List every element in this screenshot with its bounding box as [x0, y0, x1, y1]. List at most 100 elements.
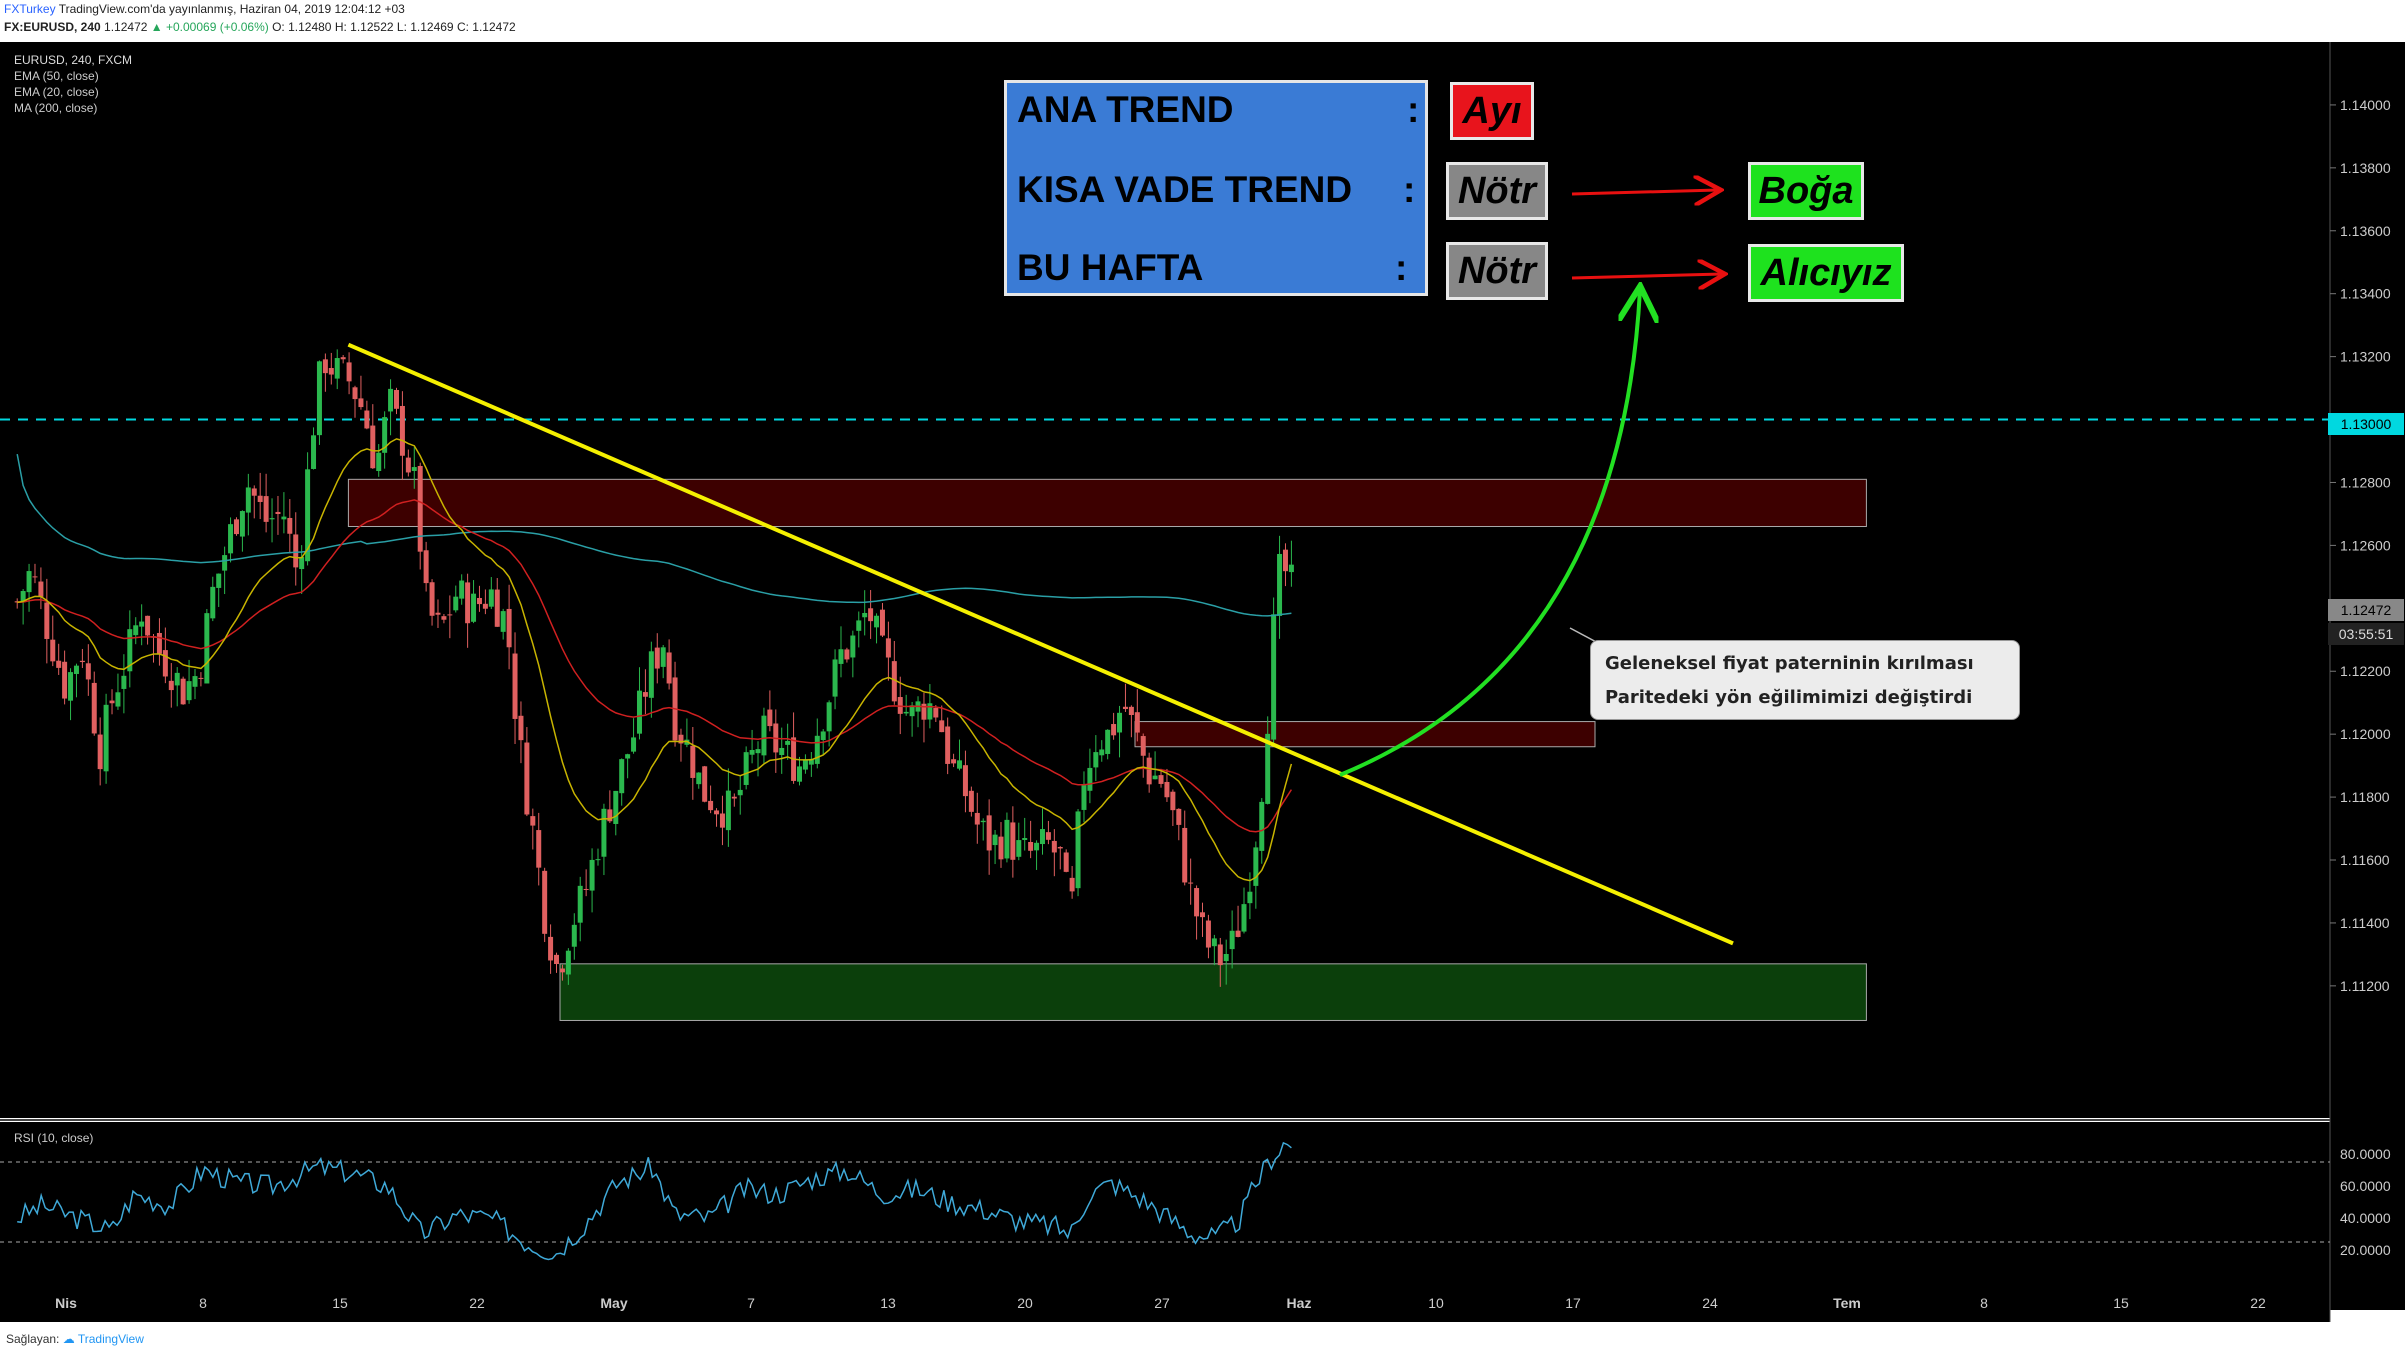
- footer-tradingview[interactable]: TradingView: [77, 1332, 144, 1346]
- rsi-panel: [0, 1122, 2330, 1282]
- candle: [73, 663, 79, 698]
- candle-body: [476, 597, 482, 605]
- candle-body: [210, 586, 216, 619]
- candle: [417, 462, 423, 570]
- open-label: O: 1.12480: [272, 20, 332, 34]
- candle-body: [690, 745, 696, 778]
- footer: Sağlayan: ☁ TradingView: [6, 1332, 144, 1346]
- candle-body: [980, 820, 986, 823]
- support-zone: [559, 963, 1867, 1021]
- candle-body: [909, 705, 915, 717]
- candle: [198, 672, 204, 687]
- candle: [1146, 752, 1152, 793]
- level-price-tag: 1.13000: [2328, 413, 2404, 435]
- candle-body: [1022, 838, 1028, 841]
- candle-body: [654, 647, 660, 669]
- candle: [1182, 810, 1188, 886]
- candle: [1282, 543, 1288, 587]
- candle: [186, 659, 192, 704]
- annotation-line-1: Geleneksel fiyat paterninin kırılması: [1605, 653, 1974, 674]
- candle-body: [1176, 808, 1182, 825]
- candle: [251, 485, 257, 519]
- time-tick-label: 15: [2113, 1295, 2129, 1311]
- candle-body: [382, 417, 388, 453]
- candle-body: [779, 747, 785, 756]
- candle-body: [785, 740, 791, 745]
- candle: [980, 818, 986, 841]
- candle-body: [1075, 811, 1081, 889]
- candle: [714, 808, 720, 827]
- candle: [832, 649, 838, 710]
- candle-body: [441, 616, 447, 620]
- candle-body: [1259, 801, 1265, 851]
- candle: [1158, 768, 1164, 788]
- candle: [642, 669, 648, 715]
- candle-body: [186, 681, 192, 701]
- candle-body: [1146, 757, 1152, 785]
- candle-body: [595, 859, 601, 861]
- candle-body: [346, 362, 352, 382]
- candle-body: [1277, 553, 1283, 616]
- candle: [1099, 740, 1105, 762]
- candle: [808, 752, 814, 777]
- candle: [465, 573, 471, 648]
- candle-body: [933, 708, 939, 718]
- candle-body: [269, 518, 275, 520]
- candle-body: [44, 602, 50, 639]
- price-tick-label: 1.11400: [2340, 915, 2390, 931]
- candle-body: [559, 968, 565, 973]
- candle-body: [204, 613, 210, 684]
- candle-body: [636, 690, 642, 734]
- candle: [429, 579, 435, 626]
- candle-body: [1081, 785, 1087, 810]
- time-tick-label: 8: [1980, 1295, 1988, 1311]
- candle-body: [156, 632, 162, 654]
- candle: [974, 792, 980, 844]
- rsi-tick-label: 40.0000: [2340, 1210, 2391, 1226]
- candle: [287, 499, 293, 554]
- candle: [68, 668, 74, 721]
- candle: [796, 756, 802, 786]
- candle-body: [678, 734, 684, 744]
- candle-body: [631, 737, 637, 752]
- high-label: H: 1.12522: [334, 20, 394, 34]
- time-axis: [0, 1282, 2330, 1322]
- candle-body: [725, 790, 731, 831]
- candle-body: [957, 760, 963, 769]
- candle: [1063, 849, 1069, 873]
- candle: [1045, 820, 1051, 845]
- candle: [536, 812, 542, 886]
- candle: [1081, 771, 1087, 823]
- candle-body: [625, 754, 631, 759]
- candle: [393, 387, 399, 415]
- candle: [281, 492, 287, 534]
- candle-body: [275, 511, 281, 515]
- candle-body: [986, 815, 992, 851]
- candle-body: [388, 388, 394, 412]
- candle: [654, 633, 660, 684]
- candle-body: [743, 752, 749, 785]
- price-tick-label: 1.12600: [2340, 537, 2391, 553]
- candle-body: [512, 653, 518, 719]
- candle: [1128, 705, 1134, 738]
- candle-body: [1122, 706, 1128, 710]
- candle-body: [666, 652, 672, 684]
- candle: [1134, 689, 1140, 742]
- candle: [1188, 858, 1194, 905]
- brand-link[interactable]: FXTurkey: [4, 2, 56, 16]
- legend-ma200: MA (200, close): [14, 101, 97, 115]
- tradingview-logo-icon[interactable]: ☁: [62, 1332, 75, 1346]
- candle: [376, 444, 382, 477]
- candle-body: [174, 672, 180, 686]
- candle: [636, 667, 642, 740]
- candle-body: [856, 620, 862, 631]
- candle-body: [376, 452, 382, 472]
- candle-body: [518, 715, 524, 741]
- publish-info: TradingView.com'da yayınlanmış, Haziran …: [58, 2, 405, 16]
- candle-body: [826, 702, 832, 732]
- candle-body: [820, 731, 826, 741]
- candle: [518, 701, 524, 764]
- candle-body: [322, 359, 328, 374]
- candle: [293, 512, 299, 586]
- candle-body: [536, 830, 542, 868]
